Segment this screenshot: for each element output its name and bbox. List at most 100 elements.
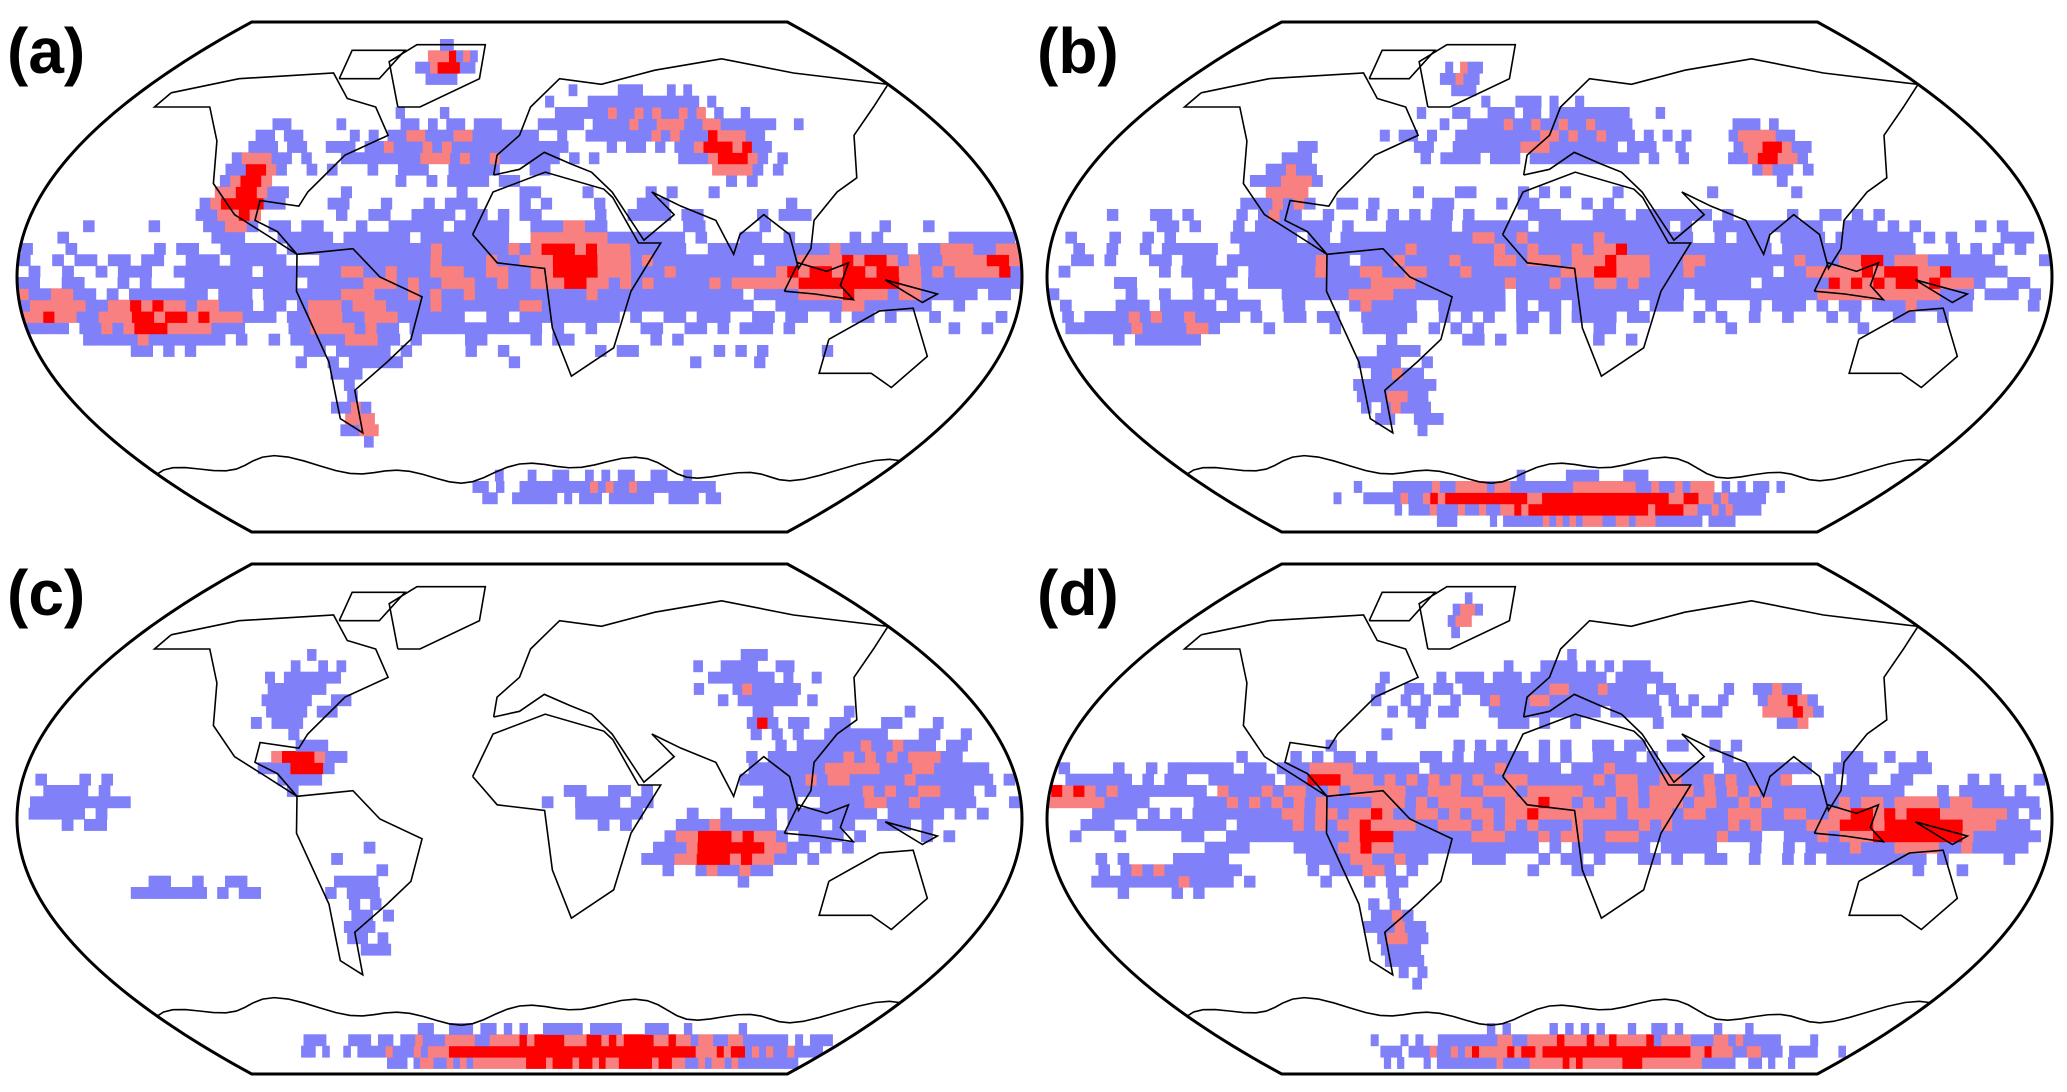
cell-low xyxy=(707,311,720,323)
cell-low xyxy=(148,220,161,233)
cell-low xyxy=(453,311,465,323)
cell-mid xyxy=(107,299,120,312)
cell-low xyxy=(1651,1023,1660,1035)
cell-low xyxy=(1549,141,1560,153)
cell-low xyxy=(1160,209,1173,221)
cell-high xyxy=(1535,503,1543,516)
cell-mid xyxy=(1648,1057,1657,1069)
cell-low xyxy=(1597,141,1609,153)
cell-mid xyxy=(868,762,881,775)
cell-low xyxy=(1615,671,1626,684)
cell-low xyxy=(241,254,254,267)
cell-low xyxy=(574,785,587,797)
cell-mid xyxy=(787,1045,795,1058)
cell-low xyxy=(363,265,376,278)
cell-mid xyxy=(1315,254,1328,267)
cell-mid xyxy=(1349,841,1361,854)
cell-low xyxy=(691,1057,699,1069)
cell-low xyxy=(918,243,930,255)
cell-low xyxy=(530,311,543,323)
cell-mid xyxy=(119,299,131,312)
coastline xyxy=(338,49,407,80)
cell-low xyxy=(585,220,597,233)
cell-low xyxy=(638,209,650,221)
cell-mid xyxy=(261,175,273,187)
coastline xyxy=(1325,247,1454,435)
cell-low xyxy=(1282,796,1295,809)
cell-mid xyxy=(1495,762,1507,775)
cell-low xyxy=(83,220,95,233)
cell-low xyxy=(1421,356,1433,369)
cell-low xyxy=(1482,299,1495,312)
cell-mid xyxy=(1438,796,1450,809)
cell-high xyxy=(498,1045,506,1058)
cell-high xyxy=(1549,492,1558,505)
cell-mid xyxy=(208,299,220,312)
cell-low xyxy=(1502,1023,1511,1035)
cell-low xyxy=(1593,322,1606,335)
cell-low xyxy=(764,1057,772,1069)
cell-low xyxy=(1471,73,1480,85)
cell-low xyxy=(355,1034,364,1047)
cell-low xyxy=(1620,705,1632,718)
cell-low xyxy=(1819,209,1831,221)
cell-low xyxy=(977,762,990,775)
cell-low xyxy=(530,186,542,199)
cell-low xyxy=(28,277,40,289)
cell-low xyxy=(290,660,301,673)
cell-low xyxy=(690,492,699,505)
cell-high xyxy=(456,1045,464,1058)
cell-mid xyxy=(1371,841,1384,854)
cell-low xyxy=(441,73,450,85)
cell-low xyxy=(753,265,766,278)
cell-low xyxy=(1612,186,1624,199)
cell-mid xyxy=(1361,785,1373,797)
cell-low xyxy=(1583,277,1595,289)
cell-low xyxy=(1560,186,1572,199)
cell-low xyxy=(1333,492,1342,505)
cell-mid xyxy=(1568,129,1579,142)
cell-high xyxy=(240,175,252,187)
cell-mid xyxy=(1359,288,1372,301)
cell-low xyxy=(329,265,342,278)
cell-mid xyxy=(1894,796,1907,809)
cell-low xyxy=(1471,277,1484,289)
cell-low xyxy=(767,694,778,707)
cell-mid xyxy=(1009,254,1021,267)
cell-low xyxy=(1357,356,1369,369)
cell-mid xyxy=(1638,1034,1647,1047)
cell-low xyxy=(1582,311,1595,323)
cell-mid xyxy=(1549,277,1562,289)
cell-mid xyxy=(1746,1045,1755,1058)
cell-low xyxy=(287,141,298,153)
cell-low xyxy=(262,288,275,301)
cell-mid xyxy=(709,819,722,831)
cell-low xyxy=(1459,84,1469,97)
cell-low xyxy=(1420,152,1431,165)
cell-low xyxy=(764,807,777,820)
cell-low xyxy=(1092,807,1104,820)
cell-low xyxy=(814,762,826,775)
cell-high xyxy=(1571,492,1580,505)
cell-low xyxy=(599,107,609,119)
cell-low xyxy=(1417,390,1429,403)
cell-low xyxy=(1743,492,1752,505)
cell-low xyxy=(363,841,376,854)
cell-low xyxy=(748,762,761,775)
cell-mid xyxy=(1455,481,1464,493)
cell-low xyxy=(1611,107,1621,119)
cell-low xyxy=(647,95,657,108)
cell-high xyxy=(875,254,888,267)
cell-low xyxy=(320,243,332,255)
cell-high xyxy=(646,1034,655,1047)
cell-mid xyxy=(486,254,498,267)
cell-mid xyxy=(217,209,229,221)
cell-low xyxy=(1301,152,1312,165)
cell-low xyxy=(510,129,521,142)
cell-low xyxy=(1994,796,2007,809)
cell-low xyxy=(1857,322,1870,335)
cell-mid xyxy=(120,311,133,323)
cell-low xyxy=(851,785,864,797)
cell-low xyxy=(491,129,502,142)
cell-low xyxy=(1400,401,1412,414)
